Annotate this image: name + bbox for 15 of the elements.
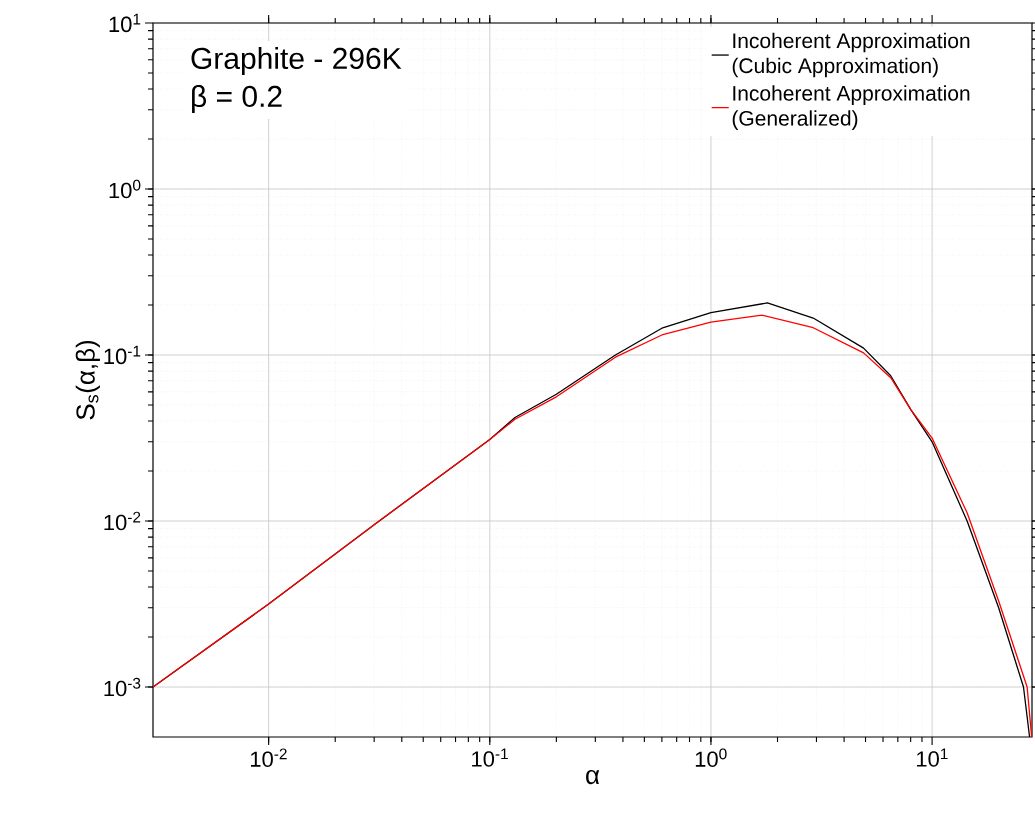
y-tick-label: 10$^{-1}$ [104,345,141,365]
x-tick-label: 10$^{1}$ [917,748,948,767]
x-tick-label: 10$^{-2}$ [250,748,287,767]
legend-label: Incoherent Approximation (Generalized) [732,85,970,130]
x-axis-title: α [586,769,600,785]
annotation: β = 0.2 [192,85,282,113]
y-tick-label: 10$^{-3}$ [104,677,141,697]
y-axis-title: S$_{s}$(α,β) [75,340,100,420]
x-tick-label: 10$^{-1}$ [472,748,508,767]
x-tick-label: 10$^{0}$ [695,748,727,767]
y-tick-label: 10$^{-2}$ [104,511,141,531]
y-tick-label: 10$^{0}$ [109,179,141,199]
legend-label: Incoherent Approximation (Cubic Approximation) [732,32,970,78]
y-tick-label: 10$^{1}$ [109,13,141,33]
annotation: Graphite - 296K [191,47,402,75]
